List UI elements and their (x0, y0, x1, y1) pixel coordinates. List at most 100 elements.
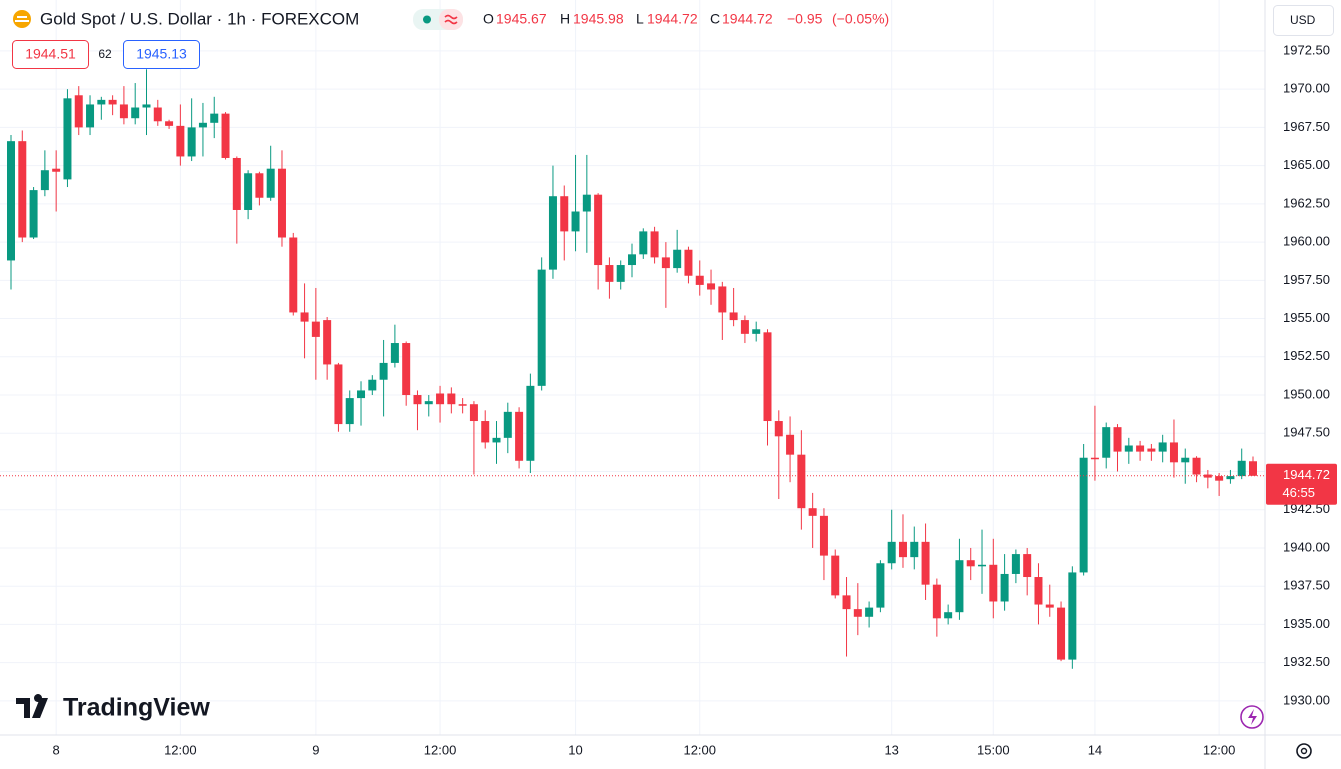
candle-body (1113, 427, 1122, 452)
candle-body (1068, 572, 1077, 660)
candle-body (1203, 474, 1212, 478)
candle-body (1147, 448, 1156, 452)
settings-icon-core (1300, 747, 1308, 755)
buy-price[interactable]: 1945.13 (136, 46, 187, 62)
candle-body (740, 320, 749, 334)
candle-body (255, 173, 264, 198)
candle-body (853, 609, 862, 617)
candle-body (18, 141, 27, 238)
candle-body (1011, 554, 1020, 574)
y-tick-label: 1942.50 (1283, 501, 1330, 516)
candle-body (1045, 604, 1054, 608)
y-tick-label: 1962.50 (1283, 195, 1330, 210)
candle-body (1000, 573, 1009, 602)
candle-body (300, 312, 309, 322)
candle-body (594, 194, 603, 266)
candle-body (1158, 442, 1167, 452)
ohlc-close: 1944.72 (722, 11, 773, 27)
candle-body (526, 385, 535, 461)
candle-body (876, 563, 885, 608)
ohlc-high-label: H (560, 11, 570, 27)
candle-body (560, 196, 569, 232)
x-tick-label: 12:00 (164, 742, 197, 757)
candle-body (571, 211, 580, 232)
candles (0, 69, 1265, 669)
candle-body (661, 257, 670, 269)
candle-body (379, 362, 388, 380)
candle-body (921, 541, 930, 585)
candle-body (74, 95, 83, 128)
x-tick-label: 12:00 (424, 742, 457, 757)
candle-body (978, 564, 987, 567)
last-price-box (1266, 463, 1337, 505)
settings-icon[interactable] (1296, 743, 1312, 759)
y-tick-label: 1952.50 (1283, 348, 1330, 363)
candle-body (1136, 445, 1145, 452)
y-tick-label: 1967.50 (1283, 119, 1330, 134)
candle-body (424, 401, 433, 405)
change: −0.95 (787, 11, 823, 27)
currency[interactable]: USD (1290, 13, 1316, 27)
candle-body (277, 168, 286, 238)
candle-body (86, 104, 95, 128)
candle-body (616, 265, 625, 282)
candle-body (153, 107, 162, 122)
candle-body (763, 332, 772, 422)
candle-body (481, 421, 490, 443)
sell-button[interactable] (12, 40, 89, 69)
x-tick-label: 13 (884, 742, 898, 757)
x-tick-label: 10 (568, 742, 582, 757)
y-tick-label: 1970.00 (1283, 81, 1330, 96)
symbol-icon (13, 10, 31, 28)
candle-body (910, 541, 919, 558)
y-tick-label: 1937.50 (1283, 578, 1330, 593)
y-tick-label: 1957.50 (1283, 272, 1330, 287)
candle-body (198, 122, 207, 128)
candle-body (142, 104, 151, 108)
candle-body (582, 194, 591, 212)
candle-body (932, 584, 941, 619)
currency-button[interactable] (1273, 5, 1334, 36)
candle-body (955, 560, 964, 613)
candle-body (729, 312, 738, 321)
candle-body (436, 393, 445, 405)
buy-button[interactable] (123, 40, 200, 69)
candle-body (119, 104, 128, 119)
spread: 62 (98, 47, 112, 61)
candle-body (165, 121, 174, 126)
candle-body (97, 99, 106, 105)
candle-body (63, 98, 72, 180)
candle-body (244, 173, 253, 210)
candle-body (323, 320, 332, 365)
labels: 1930.00 1932.50 1935.00 1937.50 1940.00 1942.… (53, 42, 1337, 757)
ohlc-low: 1944.72 (647, 11, 698, 27)
candle-body (1124, 445, 1133, 452)
symbol-icon-bars (15, 16, 29, 22)
x-tick-label: 9 (312, 742, 319, 757)
candle-body (1079, 457, 1088, 573)
candle-body (390, 343, 399, 363)
ohlc-open-label: O (483, 11, 494, 27)
candle-body (1215, 476, 1224, 481)
y-tick-label: 1930.00 (1283, 692, 1330, 707)
last-price-label: 1944.72 (1283, 467, 1330, 482)
candle-body (989, 564, 998, 602)
candle-body (176, 125, 185, 157)
candle-body (210, 113, 219, 123)
candle-body (1169, 442, 1178, 463)
sell-price[interactable]: 1944.51 (25, 46, 76, 62)
candle-body (752, 329, 761, 334)
candle-body (7, 141, 15, 261)
y-tick-label: 1965.00 (1283, 157, 1330, 172)
bar-countdown: 46:55 (1282, 485, 1315, 500)
brand-logo (16, 694, 48, 718)
status-pill-market[interactable] (439, 9, 463, 30)
candle-body (1023, 554, 1032, 578)
candle-body (548, 196, 557, 270)
candle-body (221, 113, 230, 158)
candle-body (819, 515, 828, 556)
x-tick-label: 12:00 (683, 742, 716, 757)
symbol-title[interactable]: Gold Spot / U.S. Dollar · 1h · FOREXCOM (40, 9, 359, 28)
